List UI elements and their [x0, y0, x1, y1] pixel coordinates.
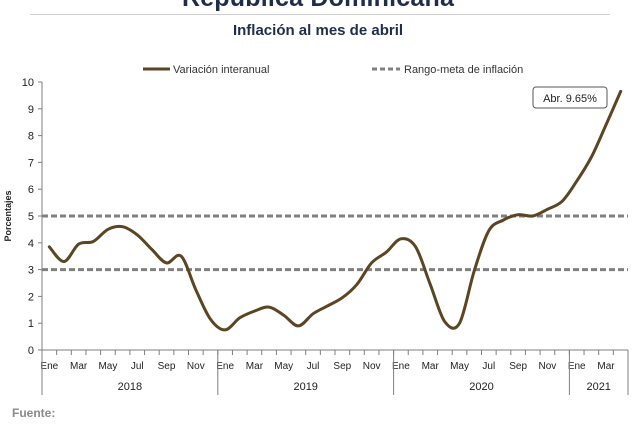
x-tick-label: Mar [597, 361, 615, 372]
x-tick-label: Sep [509, 361, 527, 372]
x-tick-label: Jul [131, 361, 144, 372]
x-tick-label: Sep [333, 361, 351, 372]
y-axis: 0 1 2 3 4 5 6 7 8 9 10 [22, 77, 42, 357]
x-tick-label: May [274, 361, 293, 372]
annotation-label: Abr. 9.65% [543, 93, 597, 105]
x-tick-label: May [98, 361, 117, 372]
x-year-label: 2019 [293, 381, 317, 393]
legend-label-series: Variación interanual [173, 64, 269, 76]
x-year-label: 2020 [469, 381, 493, 393]
legend-label-band: Rango-meta de inflación [404, 64, 523, 76]
inflation-chart: Variación interanual Rango-meta de infla… [0, 0, 636, 424]
y-tick-label: 7 [28, 157, 34, 169]
y-tick-label: 8 [28, 131, 34, 143]
x-tick-label: Nov [187, 361, 205, 372]
y-tick-label: 2 [28, 291, 34, 303]
series-layer [48, 90, 622, 331]
y-tick-label: 0 [28, 345, 34, 357]
target-band [42, 216, 628, 270]
x-tick-label: Mar [246, 361, 264, 372]
source-label: Fuente: [12, 406, 55, 420]
x-tick-label: Mar [422, 361, 440, 372]
y-tick-label: 10 [22, 77, 34, 89]
y-tick-label: 3 [28, 265, 34, 277]
y-axis-label: Porcentajes [3, 190, 13, 241]
annotation-callout: Abr. 9.65% [533, 87, 607, 108]
x-tick-label: Jul [482, 361, 495, 372]
y-tick-label: 9 [28, 104, 34, 116]
x-tick-label: Nov [363, 361, 381, 372]
x-tick-label: Ene [568, 361, 586, 372]
y-tick-label: 6 [28, 184, 34, 196]
y-tick-label: 4 [28, 238, 34, 250]
x-tick-label: Ene [392, 361, 410, 372]
x-tick-label: Sep [158, 361, 176, 372]
y-tick-label: 1 [28, 318, 34, 330]
x-axis: Ene Mar May Jul Sep Nov Ene Mar May Jul Sep Nov Ene M… [40, 350, 628, 395]
y-tick-label: 5 [28, 211, 34, 223]
series-line-variacion-interanual [49, 91, 620, 330]
x-tick-label: Ene [40, 361, 58, 372]
x-tick-label: Nov [539, 361, 557, 372]
x-tick-label: May [450, 361, 469, 372]
x-tick-label: Ene [216, 361, 234, 372]
x-year-label: 2021 [586, 381, 610, 393]
x-tick-label: Mar [70, 361, 88, 372]
x-tick-label: Jul [307, 361, 320, 372]
legend: Variación interanual Rango-meta de infla… [143, 64, 523, 76]
x-year-label: 2018 [118, 381, 142, 393]
